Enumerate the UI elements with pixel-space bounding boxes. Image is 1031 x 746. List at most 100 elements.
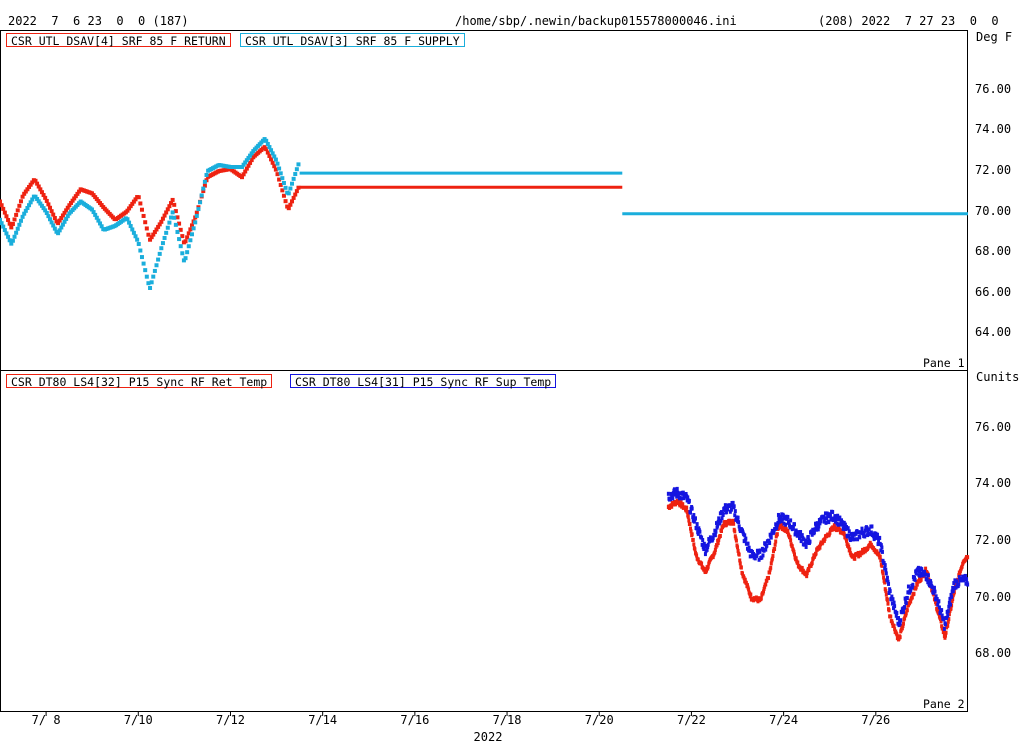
data-point xyxy=(10,238,15,243)
data-point xyxy=(769,535,773,540)
data-point xyxy=(672,502,676,507)
data-point xyxy=(741,571,745,576)
data-point xyxy=(769,561,773,566)
data-point xyxy=(872,534,876,539)
data-point xyxy=(836,513,840,518)
data-point xyxy=(240,165,244,170)
data-point xyxy=(774,522,778,527)
data-point xyxy=(700,542,704,547)
data-point xyxy=(873,536,877,541)
data-point xyxy=(951,597,955,602)
data-point xyxy=(885,597,889,602)
data-point xyxy=(914,571,918,576)
data-point xyxy=(779,522,783,527)
data-point xyxy=(889,596,893,601)
data-point xyxy=(49,220,54,225)
data-point xyxy=(765,543,769,548)
data-point xyxy=(170,210,175,215)
data-point xyxy=(771,554,775,559)
data-point xyxy=(262,145,267,150)
data-point xyxy=(18,218,23,223)
data-point xyxy=(791,525,795,530)
data-point xyxy=(781,513,785,518)
data-point xyxy=(778,516,782,521)
data-point xyxy=(806,535,810,540)
data-point xyxy=(201,186,206,191)
data-point xyxy=(0,199,2,204)
data-point xyxy=(202,183,207,188)
legend-series-return[interactable]: CSR UTL DSAV[4] SRF 85 F RETURN xyxy=(6,33,231,48)
data-point xyxy=(280,176,285,181)
data-point xyxy=(281,193,286,198)
data-point xyxy=(248,160,253,165)
legend-series-supply[interactable]: CSR UTL DSAV[3] SRF 85 F SUPPLY xyxy=(240,33,465,48)
data-point xyxy=(818,545,822,550)
legend-series-sup-temp[interactable]: CSR DT80 LS4[31] P15 Sync RF Sup Temp xyxy=(290,374,557,389)
data-point xyxy=(933,589,937,594)
data-point xyxy=(670,504,674,509)
data-point xyxy=(733,513,737,518)
data-point xyxy=(823,516,827,521)
pane-2-y-tick-label: 72.00 xyxy=(975,533,1012,547)
data-point xyxy=(810,560,814,565)
x-tick-label: 7/26 xyxy=(861,713,891,727)
data-point xyxy=(672,487,676,492)
data-point xyxy=(896,616,900,621)
data-point xyxy=(918,573,922,578)
data-point xyxy=(68,200,73,205)
data-point xyxy=(863,528,867,533)
data-point xyxy=(736,515,740,520)
data-point xyxy=(138,201,143,206)
data-point xyxy=(286,191,291,196)
data-point xyxy=(706,544,710,549)
data-point xyxy=(0,217,2,222)
legend-series-ret-temp[interactable]: CSR DT80 LS4[32] P15 Sync RF Ret Temp xyxy=(6,374,273,389)
data-point xyxy=(948,602,952,607)
data-point xyxy=(786,514,790,519)
data-point xyxy=(702,547,706,552)
data-point xyxy=(747,587,751,592)
data-point xyxy=(177,221,182,226)
pane-1-y-tick-label: 76.00 xyxy=(975,81,1012,96)
data-point xyxy=(188,227,193,232)
data-point xyxy=(729,503,733,508)
data-point xyxy=(941,626,945,631)
data-point xyxy=(805,574,809,579)
data-point xyxy=(265,150,270,155)
data-point xyxy=(764,582,768,587)
data-point xyxy=(144,226,149,231)
data-point xyxy=(720,516,724,521)
data-point xyxy=(899,618,903,623)
data-point xyxy=(909,599,913,604)
data-point xyxy=(901,621,905,626)
data-point xyxy=(692,519,696,524)
data-point xyxy=(950,594,954,599)
data-point xyxy=(186,244,191,249)
data-point xyxy=(824,520,828,525)
data-point xyxy=(156,224,161,229)
data-point xyxy=(799,529,803,534)
data-point xyxy=(149,280,154,285)
data-point xyxy=(743,533,747,538)
data-point xyxy=(816,527,820,532)
x-tick-label: 7/24 xyxy=(769,713,799,727)
data-point xyxy=(39,190,44,195)
data-point xyxy=(30,197,35,202)
data-point xyxy=(135,237,140,242)
data-point xyxy=(57,228,62,233)
pane-1-label: Pane 1 xyxy=(923,356,965,370)
data-point xyxy=(277,177,282,182)
data-point xyxy=(932,585,936,590)
data-point xyxy=(267,145,272,150)
data-point xyxy=(131,199,136,204)
data-point xyxy=(840,518,844,523)
data-point xyxy=(1,206,6,211)
data-point xyxy=(671,491,675,496)
pane-2[interactable] xyxy=(0,370,968,712)
data-point xyxy=(920,567,924,572)
data-point xyxy=(164,210,169,215)
pane-2-unit: Cunits xyxy=(976,370,1020,384)
data-point xyxy=(905,596,909,601)
data-point xyxy=(189,232,194,237)
data-point xyxy=(942,617,946,622)
